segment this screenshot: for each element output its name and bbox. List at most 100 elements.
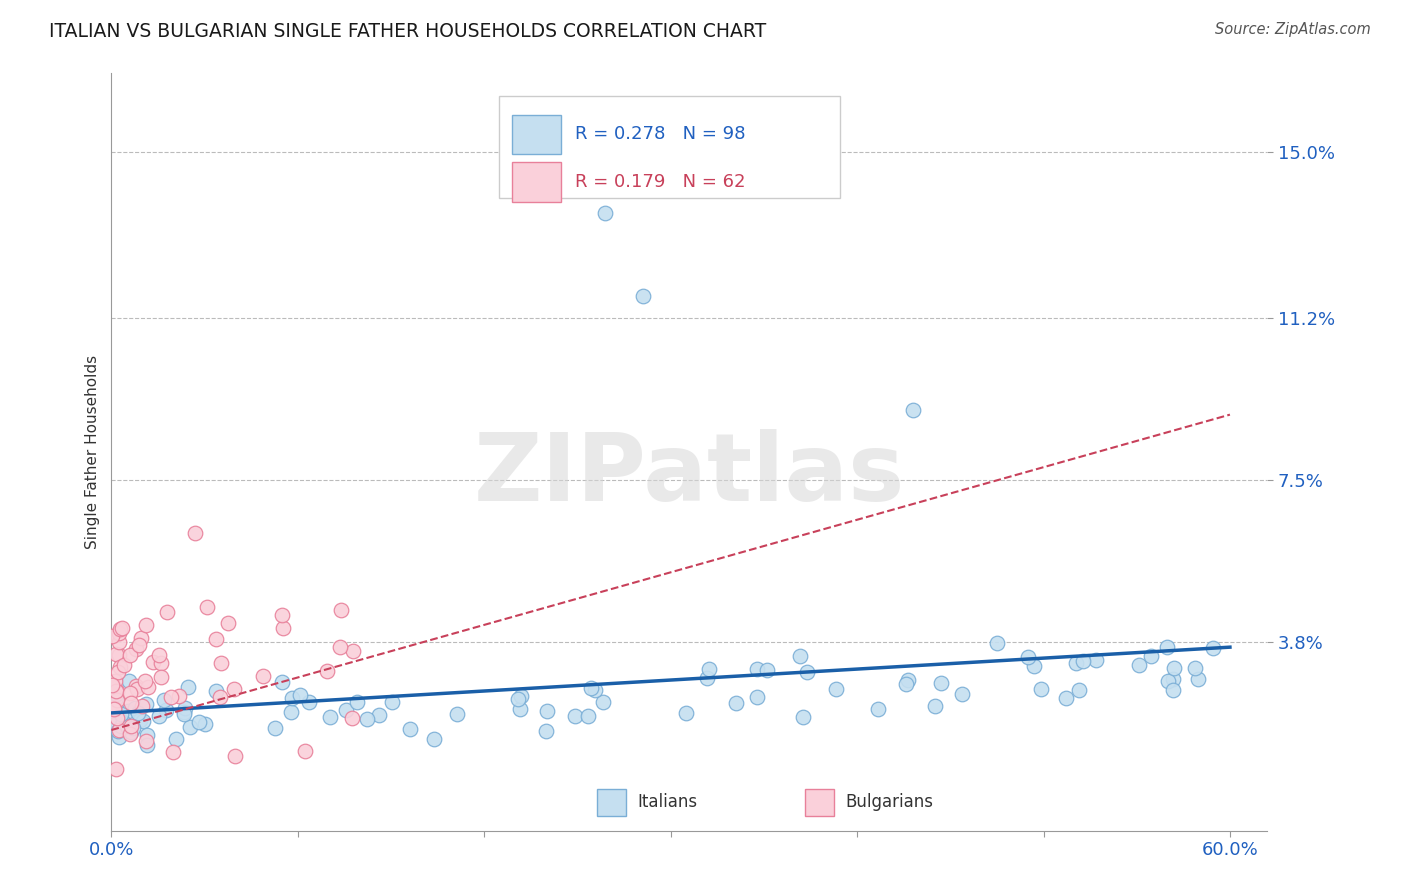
Point — [894, 676, 917, 690]
Point — [115, 719, 138, 733]
Point — [127, 706, 149, 720]
Point — [112, 657, 135, 672]
Point — [222, 681, 245, 696]
Point — [107, 730, 129, 744]
Point — [1184, 660, 1206, 674]
Point — [101, 702, 124, 716]
Point — [153, 693, 176, 707]
Point — [118, 727, 141, 741]
Point — [105, 687, 128, 701]
Point — [745, 662, 768, 676]
Point — [105, 647, 128, 661]
Point — [107, 665, 129, 680]
Point — [675, 706, 697, 721]
Point — [101, 678, 124, 692]
Point — [825, 681, 848, 696]
Point — [263, 721, 285, 735]
Point — [1073, 654, 1095, 668]
Point — [177, 680, 200, 694]
Point — [270, 607, 292, 622]
FancyBboxPatch shape — [598, 789, 626, 815]
FancyBboxPatch shape — [512, 115, 561, 154]
Point — [148, 648, 170, 663]
Point — [122, 722, 145, 736]
Point — [129, 631, 152, 645]
Point — [125, 642, 148, 657]
Point — [194, 717, 217, 731]
Point — [1163, 661, 1185, 675]
Point — [108, 635, 131, 649]
Y-axis label: Single Father Households: Single Father Households — [86, 355, 100, 549]
Point — [281, 691, 304, 706]
Point — [120, 686, 142, 700]
Point — [745, 690, 768, 704]
Point — [509, 702, 531, 716]
Point — [901, 403, 924, 417]
Point — [149, 657, 172, 671]
Point — [1024, 659, 1046, 673]
Point — [1085, 653, 1108, 667]
Point — [117, 704, 139, 718]
Point — [142, 655, 165, 669]
Point — [534, 723, 557, 738]
Point — [1128, 657, 1150, 672]
Text: ZIPatlas: ZIPatlas — [474, 428, 905, 521]
Point — [105, 691, 128, 706]
Point — [148, 709, 170, 723]
Point — [111, 714, 134, 729]
Point — [270, 674, 292, 689]
Point — [280, 705, 302, 719]
Point — [381, 695, 404, 709]
Point — [124, 701, 146, 715]
Point — [316, 664, 339, 678]
Point — [209, 656, 232, 670]
Point — [950, 687, 973, 701]
Point — [103, 701, 125, 715]
Text: Italians: Italians — [637, 793, 697, 812]
Point — [1017, 650, 1039, 665]
Point — [134, 673, 156, 688]
Point — [294, 744, 316, 758]
Point — [340, 711, 363, 725]
Point — [156, 605, 179, 619]
Point — [179, 720, 201, 734]
Point — [536, 704, 558, 718]
Point — [506, 691, 529, 706]
Point — [1069, 683, 1091, 698]
Point — [103, 701, 125, 715]
Point — [576, 709, 599, 723]
Point — [329, 640, 352, 654]
Point — [127, 681, 149, 696]
Point — [107, 724, 129, 739]
Text: Source: ZipAtlas.com: Source: ZipAtlas.com — [1215, 22, 1371, 37]
Point — [1156, 640, 1178, 655]
Point — [155, 703, 177, 717]
Point — [252, 669, 274, 683]
Point — [135, 734, 157, 748]
Point — [110, 719, 132, 733]
Text: Bulgarians: Bulgarians — [845, 793, 934, 812]
Point — [897, 673, 920, 687]
Point — [135, 727, 157, 741]
Point — [595, 206, 617, 220]
Point — [173, 705, 195, 719]
Point — [125, 679, 148, 693]
Point — [924, 698, 946, 713]
Point — [136, 738, 159, 752]
Point — [184, 525, 207, 540]
Point — [368, 707, 391, 722]
Point — [1140, 648, 1163, 663]
Point — [173, 707, 195, 722]
Point — [796, 665, 818, 679]
Point — [1161, 672, 1184, 686]
Point — [792, 710, 814, 724]
FancyBboxPatch shape — [804, 789, 834, 815]
Point — [789, 648, 811, 663]
Point — [1202, 640, 1225, 655]
Point — [136, 681, 159, 695]
Point — [108, 626, 131, 640]
Point — [319, 710, 342, 724]
Point — [1161, 682, 1184, 697]
Point — [330, 603, 353, 617]
Point — [135, 697, 157, 711]
